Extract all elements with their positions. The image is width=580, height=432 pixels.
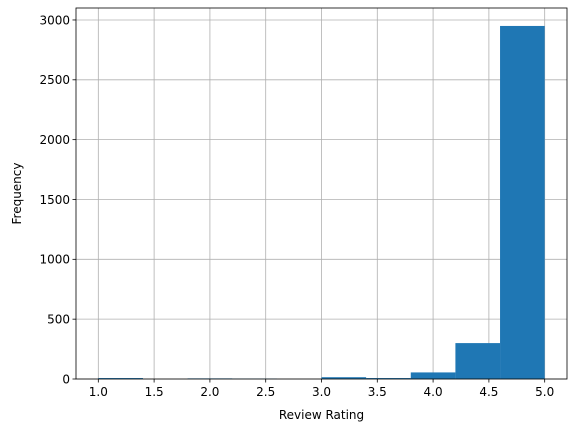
x-tick-label: 2.0 — [200, 385, 219, 399]
histogram-bar — [98, 378, 143, 379]
histogram-bar — [410, 372, 456, 379]
histogram-bar — [321, 377, 367, 379]
histogram-bar — [455, 343, 501, 379]
y-tick-label: 1000 — [39, 253, 70, 267]
x-tick-label: 3.5 — [368, 385, 387, 399]
y-tick-label: 2000 — [39, 133, 70, 147]
x-tick-label: 3.0 — [312, 385, 331, 399]
x-axis-ticks: 1.0 1.5 2.0 2.5 3.0 3.5 4.0 4.5 5.0 — [89, 379, 554, 399]
x-tick-label: 4.0 — [424, 385, 443, 399]
histogram-bar — [500, 25, 545, 380]
y-tick-label: 500 — [47, 312, 70, 326]
histogram-bars — [98, 25, 545, 380]
grid-lines — [76, 8, 567, 380]
y-axis-ticks: 0 500 1000 1500 2000 2500 3000 — [39, 13, 76, 386]
y-tick-label: 3000 — [39, 13, 70, 27]
x-tick-label: 4.5 — [479, 385, 498, 399]
y-tick-label: 1500 — [39, 193, 70, 207]
x-tick-label: 1.0 — [89, 385, 108, 399]
y-tick-label: 0 — [62, 372, 70, 386]
histogram-bar — [366, 378, 411, 379]
x-axis-title: Review Rating — [279, 408, 364, 422]
x-tick-label: 1.5 — [145, 385, 164, 399]
x-tick-label: 2.5 — [256, 385, 275, 399]
x-tick-label: 5.0 — [535, 385, 554, 399]
y-axis-title: Frequency — [10, 163, 24, 225]
y-tick-label: 2500 — [39, 73, 70, 87]
